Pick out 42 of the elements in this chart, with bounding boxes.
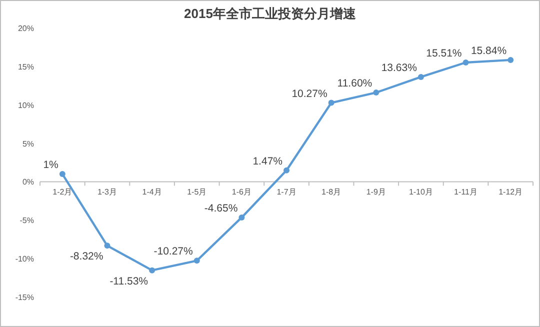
point bbox=[462, 60, 469, 66]
data-label: -11.53% bbox=[110, 275, 148, 288]
x-tick-label: 1-8月 bbox=[322, 188, 342, 197]
point bbox=[104, 242, 110, 249]
y-tick-label: -5% bbox=[20, 216, 34, 226]
point bbox=[508, 56, 514, 63]
point bbox=[373, 90, 380, 96]
x-tick-label: 1-10月 bbox=[408, 188, 433, 197]
y-tick-label: 10% bbox=[18, 100, 34, 110]
y-tick-label: 15% bbox=[18, 62, 34, 72]
y-tick-label: -15% bbox=[15, 293, 34, 302]
data-label: -4.65% bbox=[204, 202, 238, 214]
x-tick-label: 1-2月 bbox=[52, 188, 72, 197]
x-tick-label: 1-11月 bbox=[454, 188, 478, 197]
x-tick-label: 1-6月 bbox=[232, 188, 252, 197]
data-label: 15.84% bbox=[470, 44, 507, 57]
point bbox=[59, 171, 66, 178]
point bbox=[238, 214, 245, 220]
y-tick-label: 0% bbox=[22, 178, 34, 187]
point bbox=[194, 258, 200, 264]
data-label: -8.32% bbox=[70, 250, 104, 263]
x-tick-label: 1-5月 bbox=[187, 188, 207, 197]
x-tick-label: 1-9月 bbox=[366, 188, 386, 197]
data-label: 1.47% bbox=[252, 155, 282, 168]
point bbox=[149, 267, 156, 274]
chart-title: 2015年全市工业投资分月增速 bbox=[184, 6, 357, 21]
data-label: 1% bbox=[43, 159, 58, 172]
point bbox=[418, 74, 424, 80]
data-label: 13.63% bbox=[381, 62, 417, 74]
y-tick-label: -10% bbox=[15, 254, 34, 264]
point bbox=[284, 167, 290, 174]
point bbox=[328, 100, 334, 106]
y-tick-label: 20% bbox=[18, 24, 34, 33]
data-label: -10.27% bbox=[154, 246, 193, 258]
data-label: 10.27% bbox=[292, 88, 328, 100]
x-tick-label: 1-3月 bbox=[97, 188, 118, 197]
x-tick-label: 1-12月 bbox=[498, 188, 523, 197]
data-label: 11.60% bbox=[337, 78, 372, 90]
x-tick-label: 1-4月 bbox=[142, 188, 162, 197]
y-tick-label: 5% bbox=[22, 139, 34, 148]
data-label: 15.51% bbox=[426, 48, 462, 60]
x-tick-label: 1-7月 bbox=[276, 188, 296, 197]
